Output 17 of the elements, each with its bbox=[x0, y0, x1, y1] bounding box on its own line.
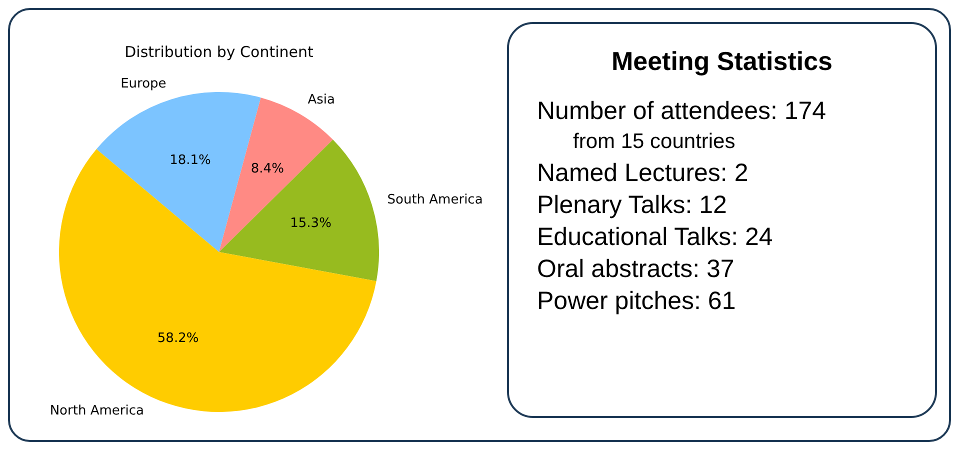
chart-title: Distribution by Continent bbox=[124, 42, 314, 61]
slice-label: North America bbox=[50, 404, 144, 419]
text: Meeting Statistics bbox=[610, 46, 834, 77]
text: Power pitches: 61 bbox=[537, 286, 737, 317]
text: Educational Talks: 24 bbox=[537, 222, 774, 253]
text: from 15 countries bbox=[573, 129, 736, 155]
data-label: 18.1% bbox=[170, 152, 211, 168]
text: Plenary Talks: 12 bbox=[537, 190, 728, 221]
data-label: 58.2% bbox=[157, 331, 199, 346]
text: Named Lectures: 2 bbox=[537, 158, 750, 189]
data-label: 15.3% bbox=[290, 216, 332, 232]
data-label: 8.4% bbox=[250, 161, 284, 176]
slice-label: Europe bbox=[120, 76, 166, 92]
slice-label: South America bbox=[387, 192, 483, 208]
slice-label: Asia bbox=[308, 92, 335, 108]
text: Number of attendees: 174 bbox=[537, 96, 828, 127]
text: Oral abstracts: 37 bbox=[537, 254, 736, 285]
